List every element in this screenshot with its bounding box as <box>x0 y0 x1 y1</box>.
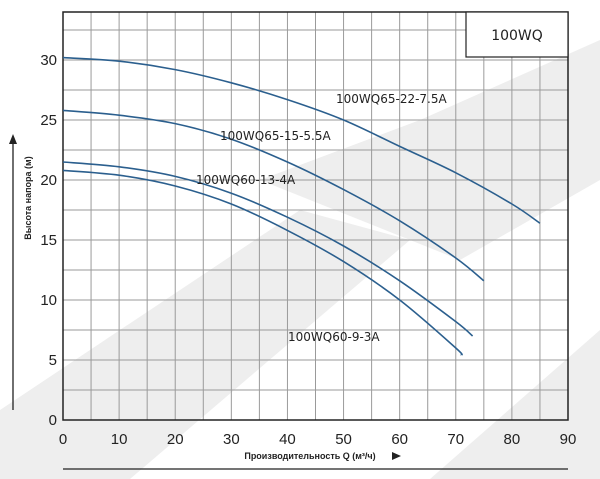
watermark <box>0 40 600 479</box>
series-label-3: 100WQ60-13-4A <box>196 173 296 187</box>
y-tick-label: 25 <box>40 112 57 129</box>
x-tick-label: 50 <box>335 431 352 448</box>
series-label-2: 100WQ65-15-5.5A <box>220 129 331 143</box>
x-axis-arrow <box>392 452 401 460</box>
x-tick-label: 20 <box>167 431 184 448</box>
series-line-2 <box>62 109 485 282</box>
axis-decoration <box>9 134 568 470</box>
x-tick-label: 80 <box>504 431 521 448</box>
y-axis-title: Высота напора (м) <box>23 156 33 239</box>
x-tick-label: 90 <box>560 431 577 448</box>
model-box-label: 100WQ <box>491 28 543 44</box>
plot-frame <box>62 11 569 421</box>
y-tick-label: 5 <box>49 352 57 369</box>
x-tick-label: 60 <box>391 431 408 448</box>
series-lines <box>62 56 541 356</box>
model-box: 100WQ <box>465 11 569 58</box>
y-tick-label: 0 <box>49 412 57 429</box>
series-labels: 100WQ65-22-7.5A 100WQ65-15-5.5A 100WQ60-13… <box>196 92 447 344</box>
x-tick-label: 40 <box>279 431 296 448</box>
y-tick-label: 30 <box>40 52 57 69</box>
x-tick-label: 0 <box>59 431 67 448</box>
series-line-3 <box>62 161 474 337</box>
y-tick-labels: 0 5 10 15 20 25 30 <box>40 52 57 429</box>
series-line-1 <box>62 56 541 224</box>
x-tick-label: 10 <box>111 431 128 448</box>
x-tick-label: 30 <box>223 431 240 448</box>
watermark-band <box>430 330 600 479</box>
y-axis-arrow <box>9 134 17 144</box>
x-axis-title: Производительность Q (м³/ч) <box>244 451 375 461</box>
x-tick-label: 70 <box>447 431 464 448</box>
y-tick-label: 20 <box>40 172 57 189</box>
series-label-4: 100WQ60-9-3A <box>288 330 380 344</box>
series-line-4 <box>62 169 463 356</box>
model-box-frame <box>465 11 569 58</box>
y-tick-label: 10 <box>40 292 57 309</box>
y-tick-label: 15 <box>40 232 57 249</box>
x-tick-labels: 0 10 20 30 40 50 60 70 80 90 <box>59 431 577 448</box>
watermark-band <box>0 210 410 479</box>
series-label-1: 100WQ65-22-7.5A <box>336 92 447 106</box>
